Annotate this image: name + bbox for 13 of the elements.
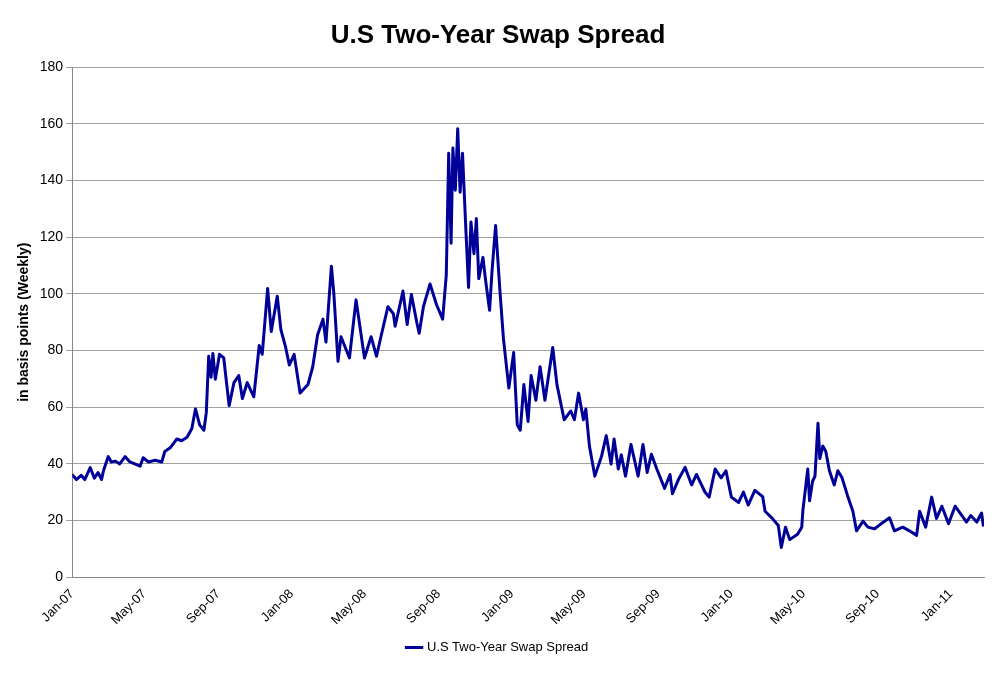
- y-tick-label: 160: [39, 114, 64, 131]
- y-tick-label: 120: [39, 228, 64, 245]
- y-axis-title: in basis points (Weekly): [15, 242, 32, 402]
- legend-label: U.S Two-Year Swap Spread: [427, 639, 589, 655]
- y-tick-label: 140: [39, 171, 64, 188]
- y-tick-label: 100: [39, 284, 64, 301]
- chart-title: U.S Two-Year Swap Spread: [330, 18, 666, 49]
- y-tick-label: 20: [47, 511, 64, 528]
- y-tick-label: 80: [47, 341, 64, 358]
- y-tick-label: 40: [47, 454, 64, 471]
- y-tick-label: 180: [39, 58, 64, 75]
- y-tick-label: 60: [47, 398, 64, 415]
- y-tick-label: 0: [55, 568, 64, 585]
